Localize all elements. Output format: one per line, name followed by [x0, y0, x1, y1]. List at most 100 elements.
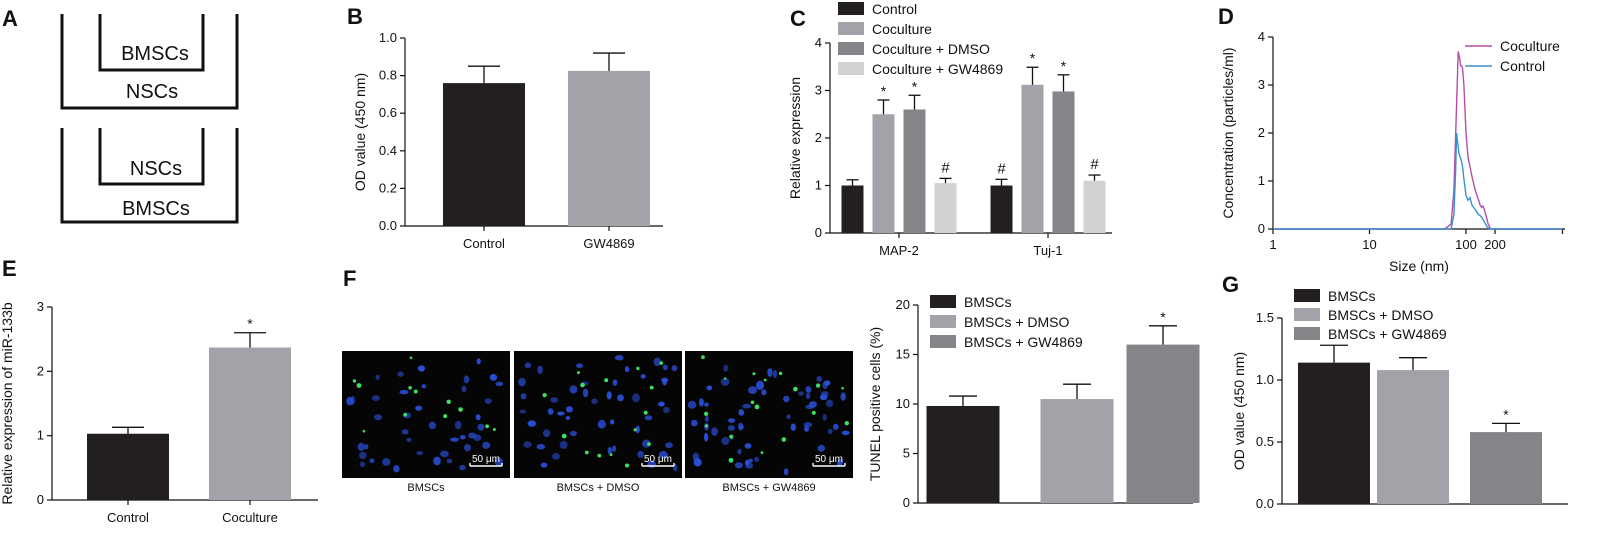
y-tick-label: 10: [896, 396, 910, 411]
panel-label-d: D: [1218, 4, 1234, 29]
y-tick-label: 2: [1258, 125, 1265, 140]
nucleus-spot: [755, 380, 765, 390]
nucleus-spot: [767, 368, 773, 377]
y-tick-label: 0.0: [379, 218, 397, 233]
nucleus-spot: [783, 468, 789, 476]
nucleus-spot: [692, 452, 700, 462]
nucleus-spot: [536, 443, 546, 450]
nucleus-spot: [576, 363, 584, 369]
nucleus-spot: [489, 373, 498, 381]
tunel-spot: [811, 410, 816, 415]
y-axis-title: OD value (450 nm): [1231, 352, 1247, 470]
nucleus-spot: [783, 395, 790, 403]
bar: [1126, 344, 1200, 503]
nucleus-spot: [473, 434, 482, 442]
tunel-spot: [577, 371, 580, 375]
nucleus-spot: [494, 457, 503, 467]
series-line: [1273, 132, 1563, 230]
nucleus-spot: [822, 414, 827, 421]
x-tick-label: 200: [1484, 237, 1506, 252]
nucleus-spot: [772, 369, 778, 379]
nucleus-spot: [820, 391, 829, 398]
tunel-spot: [362, 429, 366, 433]
y-tick-label: 0.4: [379, 143, 397, 158]
bar: [568, 70, 650, 227]
tunel-spot: [649, 385, 654, 390]
y-tick-label: 1: [815, 178, 822, 193]
y-tick-label: 2: [37, 363, 44, 378]
nucleus-spot: [747, 458, 754, 463]
y-tick-label: 0.8: [379, 68, 397, 83]
tunel-spot: [492, 428, 496, 431]
y-tick-label: 0: [815, 225, 822, 240]
nucleus-spot: [406, 437, 412, 442]
nucleus-spot: [607, 446, 613, 455]
nucleus-spot: [635, 425, 640, 434]
tunel-spot: [704, 411, 709, 416]
bottom-inner-label: NSCs: [130, 158, 182, 180]
significance-mark: *: [881, 83, 887, 99]
panel-label-e: E: [2, 256, 17, 281]
nucleus-spot: [597, 419, 606, 429]
tunel-spot: [352, 379, 357, 383]
significance-mark: *: [1030, 50, 1036, 66]
nucleus-spot: [557, 411, 565, 416]
nucleus-spot: [591, 398, 598, 404]
nucleus-spot: [690, 419, 698, 427]
tunel-spot: [750, 400, 755, 405]
legend-swatch: [1294, 308, 1320, 321]
y-tick-label: 2: [815, 130, 822, 145]
nucleus-spot: [704, 402, 709, 407]
nucleus-spot: [644, 415, 653, 421]
nucleus-spot: [687, 400, 697, 409]
tunel-spot: [752, 372, 756, 376]
nucleus-spot: [463, 375, 470, 384]
nucleus-spot: [761, 389, 767, 396]
nucleus-spot: [524, 362, 532, 369]
tunel-spot: [356, 383, 362, 388]
nucleus-spot: [440, 450, 449, 458]
nucleus-spot: [706, 385, 713, 391]
tunel-spot: [844, 421, 849, 426]
tunel-spot: [580, 382, 585, 388]
nucleus-spot: [433, 456, 441, 466]
legend-swatch: [1294, 289, 1320, 302]
y-tick-label: 3: [37, 299, 44, 314]
tunel-spot: [633, 428, 637, 432]
nucleus-spot: [374, 414, 382, 421]
legend-label: Coculture + GW4869: [872, 61, 1003, 77]
legend-swatch: [838, 22, 864, 35]
y-axis-title: Relative expression: [787, 77, 803, 199]
scale-bar-label: 50 μm: [472, 454, 500, 465]
y-tick-label: 1.0: [1256, 372, 1274, 387]
tunel-spot: [728, 457, 734, 463]
nucleus-spot: [786, 414, 791, 419]
x-tick-label: Tuj-1: [1033, 243, 1062, 258]
y-tick-label: 0.0: [1256, 496, 1274, 511]
nucleus-spot: [454, 420, 462, 430]
y-tick-label: 0.5: [1256, 434, 1274, 449]
bottom-outer-label: BMSCs: [122, 198, 190, 220]
nucleus-spot: [421, 384, 427, 389]
legend-swatch: [838, 62, 864, 75]
panel-label-a: A: [2, 6, 18, 31]
panel-f-micrographs: BMSCs BMSCs + DMSO BMSCs + GW4869 50 μm 5…: [342, 351, 853, 494]
nucleus-spot: [537, 365, 543, 375]
nucleus-spot: [418, 365, 425, 372]
nucleus-spot: [484, 398, 492, 404]
legend-label: BMSCs + DMSO: [964, 314, 1070, 330]
nucleus-spot: [803, 422, 813, 428]
nucleus-spot: [624, 366, 630, 373]
panel-a-schematic: BMSCs NSCs NSCs BMSCs: [60, 14, 239, 224]
bar: [926, 405, 1000, 503]
nucleus-spot: [637, 450, 644, 458]
bar: [1083, 180, 1106, 233]
nucleus-spot: [824, 380, 831, 386]
tunel-spot: [625, 463, 629, 468]
y-tick-label: 4: [815, 35, 822, 50]
tunel-spot: [659, 361, 664, 365]
significance-mark: #: [1090, 156, 1099, 173]
bar: [87, 433, 169, 500]
y-tick-label: 0: [37, 492, 44, 507]
nucleus-spot: [569, 385, 578, 394]
